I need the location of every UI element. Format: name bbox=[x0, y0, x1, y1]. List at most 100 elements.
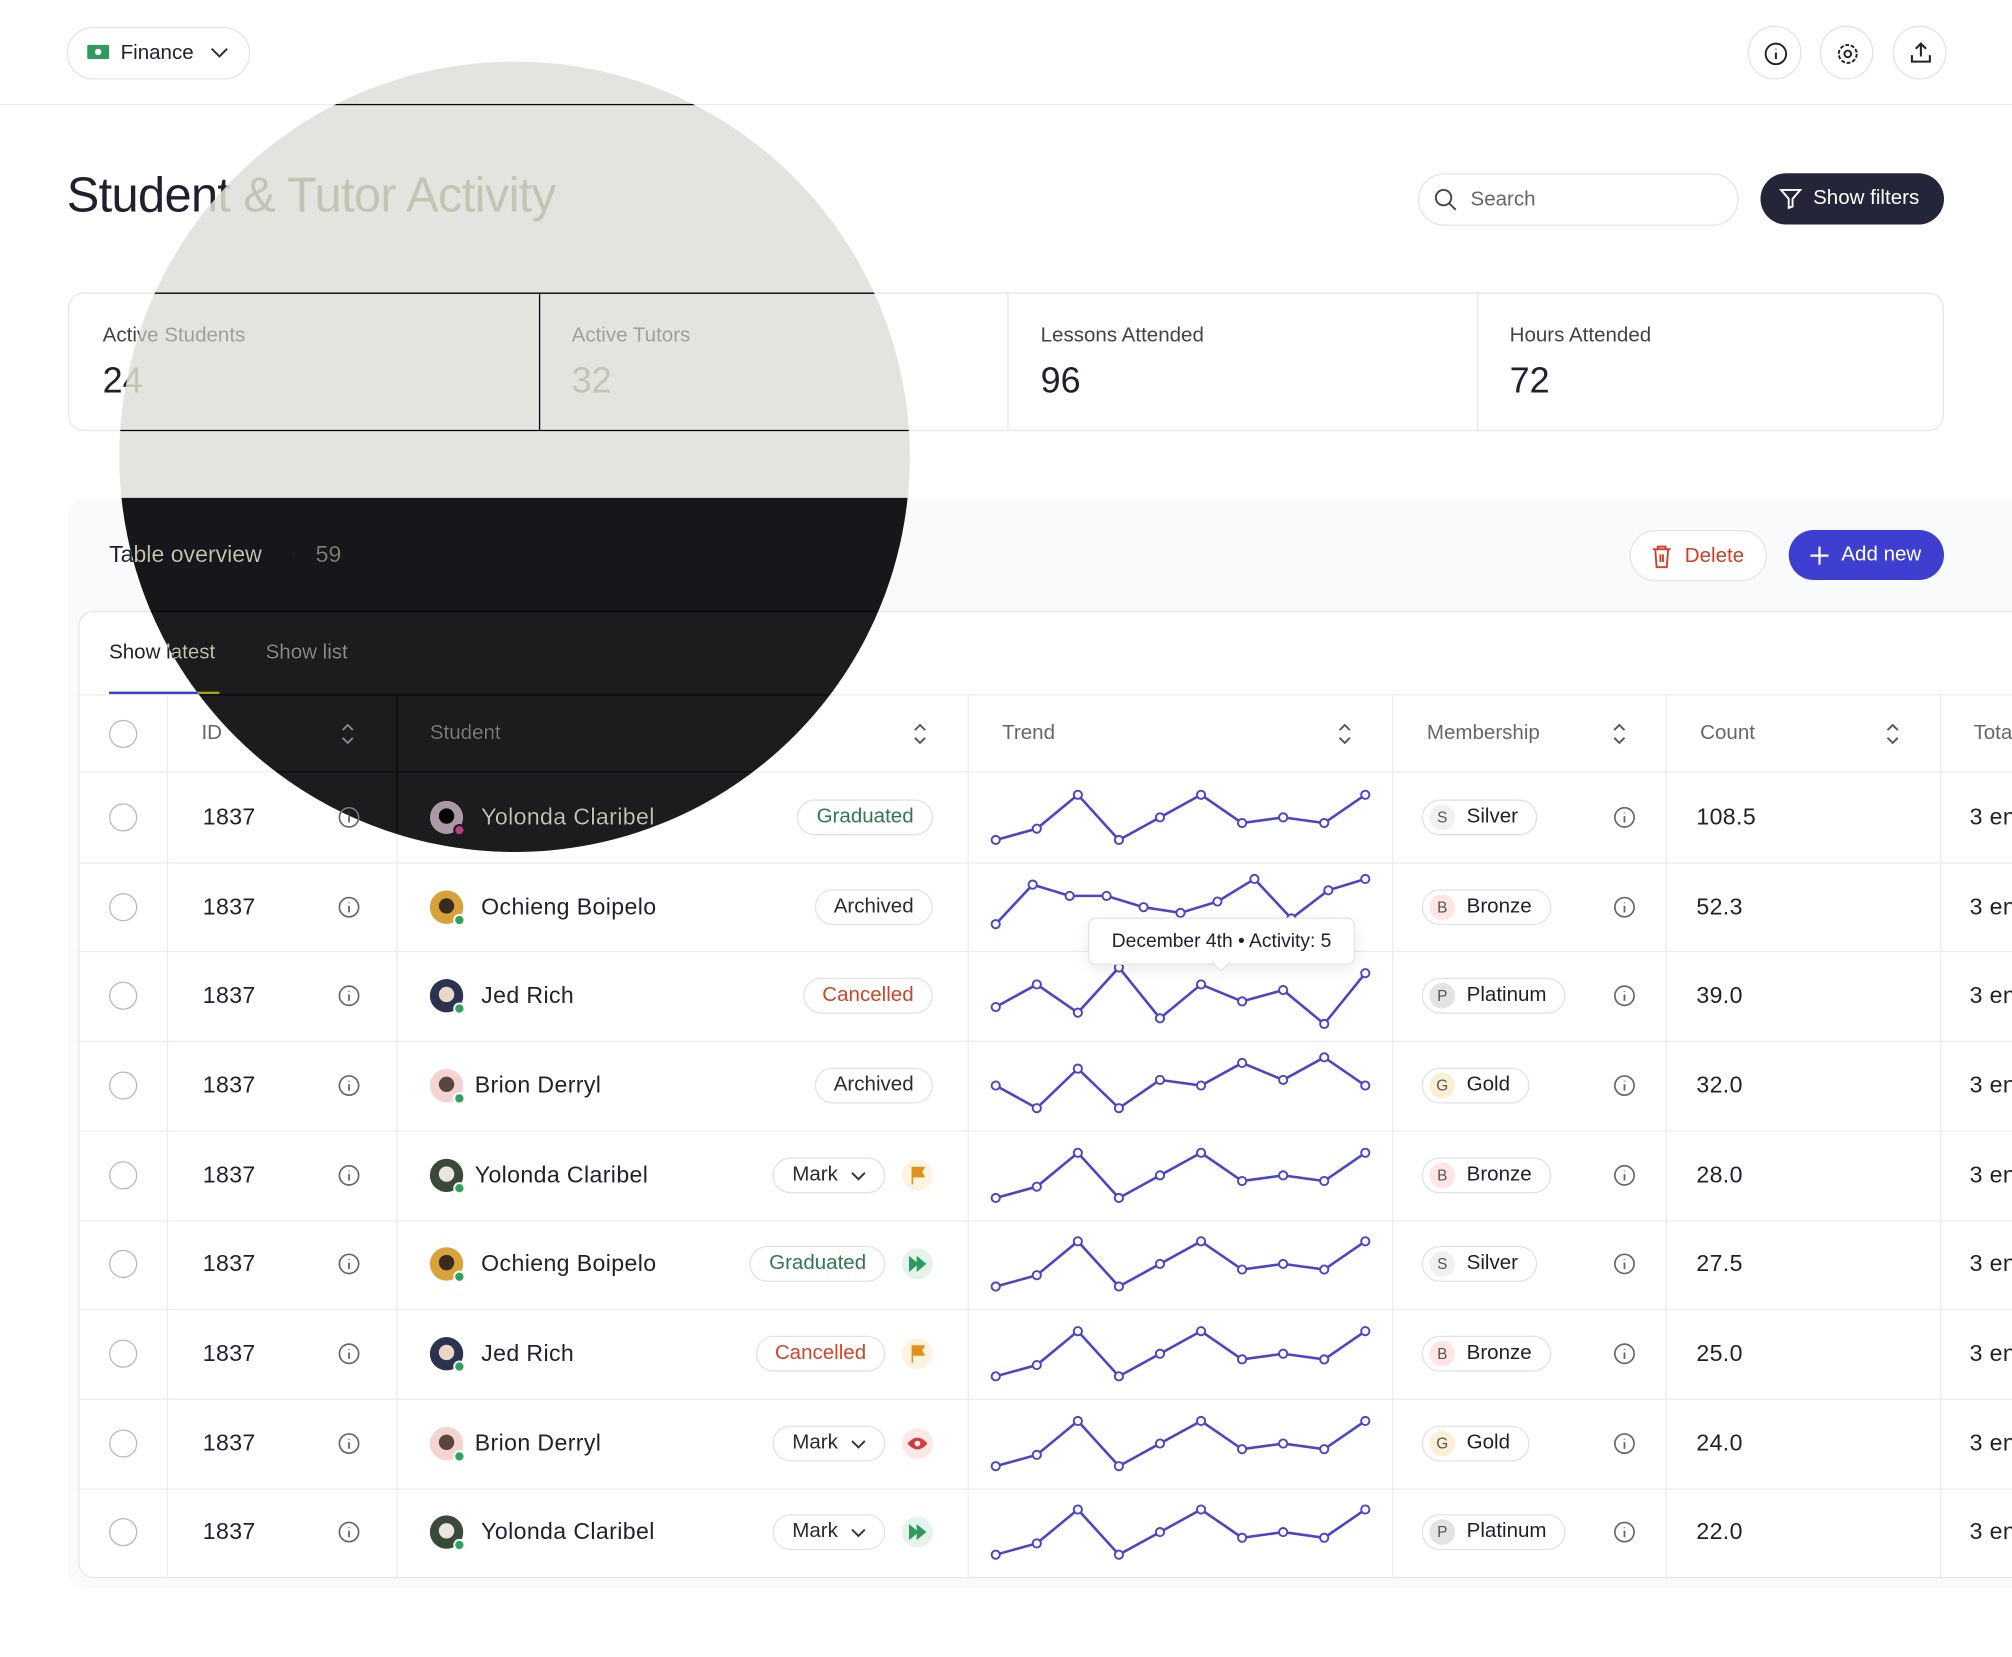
add-new-button[interactable]: Add new bbox=[1788, 529, 1944, 580]
trend-line bbox=[995, 1418, 1367, 1468]
tab[interactable]: Show latest bbox=[109, 641, 216, 664]
trend-point bbox=[1154, 812, 1166, 823]
tier-name: Gold bbox=[1466, 1431, 1511, 1454]
info-icon bbox=[1614, 1522, 1635, 1544]
column-divider bbox=[1940, 694, 1942, 1578]
membership-badge: B Bronze bbox=[1421, 1156, 1551, 1193]
tier-name: Gold bbox=[1466, 1073, 1511, 1096]
sparkline bbox=[990, 1052, 1371, 1114]
sparkline bbox=[990, 1147, 1371, 1203]
trend-point bbox=[1072, 1236, 1083, 1247]
trend-point bbox=[1319, 1019, 1330, 1030]
row-divider bbox=[79, 1219, 2012, 1221]
checkbox[interactable] bbox=[109, 1429, 138, 1458]
trend-point bbox=[990, 1002, 1001, 1013]
search-box[interactable]: Search bbox=[1417, 173, 1739, 226]
count: 25.0 bbox=[1696, 1340, 1743, 1366]
info-icon bbox=[338, 806, 360, 828]
column-divider bbox=[166, 694, 169, 1578]
info-icon bbox=[338, 985, 360, 1007]
sort-icon[interactable] bbox=[1884, 721, 1902, 747]
face bbox=[438, 1434, 455, 1450]
stat-value: 96 bbox=[1040, 360, 1081, 401]
sort-icon[interactable] bbox=[1336, 721, 1354, 747]
avatar bbox=[429, 1068, 466, 1105]
trend-point bbox=[1319, 1175, 1330, 1186]
tier-name: Silver bbox=[1466, 805, 1518, 828]
tier-name: Silver bbox=[1466, 1252, 1518, 1275]
status-badge[interactable]: Mark bbox=[773, 1156, 886, 1193]
checkbox[interactable] bbox=[109, 1250, 138, 1279]
count: 27.5 bbox=[1696, 1250, 1743, 1277]
delete-button[interactable]: Delete bbox=[1629, 529, 1767, 582]
info-button[interactable] bbox=[1747, 25, 1802, 80]
checkbox[interactable] bbox=[109, 803, 138, 832]
status-badge[interactable]: Mark bbox=[773, 1425, 886, 1462]
ring bbox=[338, 1522, 360, 1544]
tooltip-text: December 4th • Activity: 5 bbox=[1111, 930, 1332, 953]
face bbox=[438, 987, 455, 1003]
trend-point bbox=[1031, 1102, 1042, 1114]
checkbox[interactable] bbox=[109, 719, 138, 749]
info-icon bbox=[1614, 985, 1635, 1007]
plus-icon bbox=[1810, 546, 1829, 565]
total: 3 en bbox=[1969, 803, 2012, 830]
trend-point bbox=[1072, 1063, 1083, 1074]
sparkline bbox=[990, 1415, 1371, 1471]
checkbox[interactable] bbox=[109, 1518, 138, 1547]
online-dot bbox=[453, 1271, 466, 1284]
trend-point bbox=[1101, 890, 1112, 901]
stat-divider bbox=[1007, 293, 1009, 430]
trend-point bbox=[1027, 878, 1038, 890]
row-id: 1837 bbox=[202, 982, 256, 1009]
chevrons bbox=[1886, 723, 1899, 745]
sort-icon[interactable] bbox=[911, 721, 929, 747]
trend-point bbox=[1278, 1169, 1289, 1180]
info-icon bbox=[338, 1164, 360, 1186]
total: 3 en bbox=[1969, 1250, 2012, 1277]
status-label: Archived bbox=[833, 1073, 914, 1096]
settings-button[interactable] bbox=[1819, 25, 1874, 80]
status-badge[interactable]: Mark bbox=[773, 1514, 886, 1551]
tier-name: Bronze bbox=[1466, 1163, 1532, 1186]
trend-point bbox=[1072, 1326, 1083, 1337]
count: 32.0 bbox=[1696, 1072, 1743, 1098]
checkbox[interactable] bbox=[109, 981, 138, 1011]
row-divider bbox=[79, 1040, 2012, 1043]
tab[interactable]: Show list bbox=[265, 641, 348, 664]
checkbox[interactable] bbox=[109, 1339, 138, 1368]
sparkline bbox=[990, 1326, 1371, 1382]
status-icon bbox=[902, 1248, 933, 1280]
sort-icon[interactable] bbox=[339, 721, 357, 747]
checkbox[interactable] bbox=[109, 1160, 138, 1190]
trend-point bbox=[1360, 1147, 1371, 1158]
gear-icon bbox=[1837, 43, 1858, 64]
trend-point bbox=[1278, 985, 1289, 996]
sort-icon[interactable] bbox=[1610, 721, 1628, 747]
icon-glyph bbox=[908, 1524, 927, 1541]
ring bbox=[338, 985, 360, 1007]
trend-line bbox=[995, 1240, 1367, 1289]
ring bbox=[1614, 1164, 1635, 1186]
trend-point bbox=[1072, 1415, 1083, 1426]
status-label: Mark bbox=[792, 1163, 838, 1186]
checkbox[interactable] bbox=[109, 1071, 138, 1100]
export-button[interactable] bbox=[1892, 25, 1947, 80]
face bbox=[438, 808, 455, 824]
column-divider bbox=[1392, 694, 1394, 1578]
student-name: Yolonda Claribel bbox=[474, 1161, 649, 1188]
trend-line bbox=[995, 1329, 1367, 1378]
sparkline bbox=[990, 1505, 1371, 1561]
info-icon bbox=[1614, 1343, 1635, 1365]
trend-point bbox=[1237, 1354, 1248, 1365]
trend-point bbox=[1278, 1074, 1289, 1085]
trend-point bbox=[1360, 1415, 1371, 1426]
checkbox[interactable] bbox=[109, 892, 138, 921]
student-name: Yolonda Claribel bbox=[481, 1519, 655, 1545]
status-badge: Archived bbox=[814, 1067, 933, 1104]
trend-point bbox=[1113, 1281, 1124, 1293]
show-filters-button[interactable]: Show filters bbox=[1760, 173, 1944, 225]
status-icon bbox=[902, 1427, 933, 1459]
info-icon bbox=[1614, 1164, 1635, 1186]
